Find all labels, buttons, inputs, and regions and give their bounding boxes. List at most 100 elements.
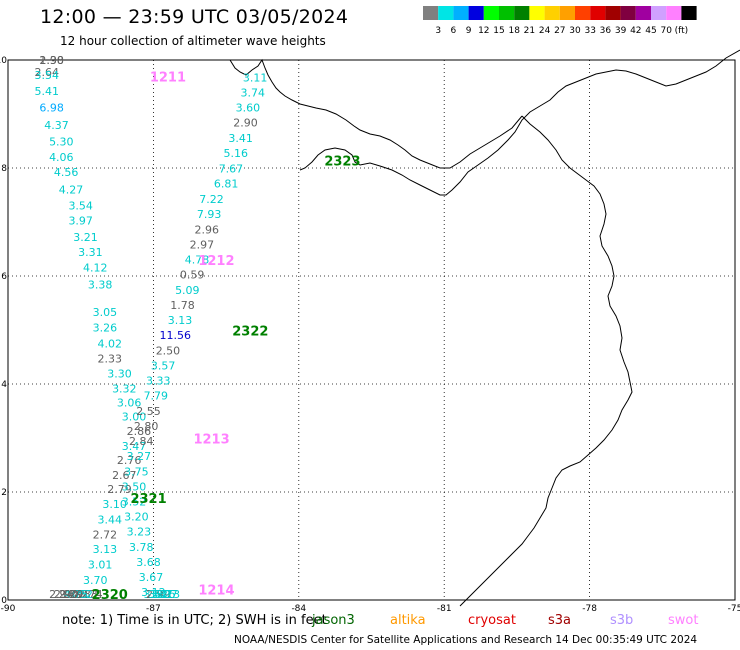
x-tick-label: -81 [437,604,452,614]
swh-value: 3.13 [156,588,181,601]
scale-swatch [544,6,560,20]
swh-value: 3.21 [73,231,98,244]
map-frame [7,59,736,601]
swh-value: 3.52 [68,588,93,601]
swh-value: 3.05 [93,306,118,319]
swh-value: 3.54 [35,69,60,82]
track-number: 1214 [198,584,234,599]
coastline-north [299,49,740,196]
x-tick-label: -78 [582,604,597,614]
scale-label: 3 [435,26,441,36]
swh-value: 4.37 [44,119,69,132]
swh-value: 2.83 [73,588,98,601]
swh-value: 2.79 [107,483,132,496]
swh-value: 3.13 [93,543,118,556]
satellite-s3b: s3b [610,613,634,628]
swh-value: 3.52 [122,496,147,509]
scale-label: 39 [615,26,627,36]
swh-value: 3.33 [146,375,171,388]
swh-value: 5.16 [224,147,249,160]
swh-value: 3.54 [68,200,93,213]
swh-value: 7.67 [219,162,244,175]
swh-value: 6.98 [39,101,64,114]
swh-value: 3.70 [83,574,108,587]
scale-swatch [575,6,591,20]
swh-value: 3.23 [127,526,152,539]
scale-label: 18 [508,26,520,36]
coastline-central [229,58,523,169]
swh-value: 3.97 [68,215,93,228]
swh-value: 3.52 [144,588,169,601]
y-tick-label: 8 [1,164,7,174]
swh-value: 3.74 [241,87,266,100]
swh-value: 4.12 [83,262,108,275]
swh-value: 0.59 [180,269,205,282]
swh-value: 3.31 [78,246,103,259]
swh-value: 3.44 [98,513,123,526]
swh-value: 3.68 [136,556,161,569]
scale-swatch [635,6,651,20]
satellite-cryosat: cryosat [468,613,516,628]
track-number: 1211 [150,71,186,86]
swh-value: 3.16 [151,588,176,601]
scale-label: 12 [478,26,489,36]
track-number: 2320 [92,588,128,603]
swh-value: 3.12 [141,586,166,599]
satellite-altika: altika [390,613,426,628]
y-tick-label: 2 [1,488,7,498]
swh-value: 3.38 [88,278,113,291]
swh-value: 2.99 [146,588,171,601]
x-tick-label: -84 [291,604,306,614]
footnote: note: 1) Time is in UTC; 2) SWH is in fe… [62,613,327,628]
coastline [229,49,740,607]
swh-value: 3.11 [243,72,268,85]
track-number: 1212 [198,254,234,269]
scale-swatch [605,6,621,20]
swh-value: 4.27 [59,183,84,196]
credit-line: NOAA/NESDIS Center for Satellite Applica… [234,634,698,646]
y-tick-label: 0 [1,596,7,606]
swh-value: 4.56 [54,166,79,179]
scale-label: 33 [584,26,595,36]
swh-value: 1.78 [170,299,195,312]
map-subtitle: 12 hour collection of altimeter wave hei… [60,34,326,48]
swh-value: 2.80 [134,420,159,433]
swh-value: 5.09 [175,284,200,297]
x-tick-label: -90 [1,604,16,614]
swh-value: 7.22 [199,193,224,206]
x-tick-label: -75 [728,604,740,614]
scale-label: 30 [569,26,581,36]
scale-swatch [529,6,545,20]
swh-value: 2.38 [39,54,64,67]
swh-value: 2.96 [194,223,219,236]
swh-value: 2.67 [112,469,137,482]
swh-value: 3.20 [124,511,149,524]
swh-value: 3.78 [129,541,154,554]
track-number: 1213 [193,432,229,447]
scale-label: 15 [493,26,504,36]
swh-value: 2.72 [93,528,118,541]
axis-tick-labels: -90 -87 -84 -81 -78 -75 0 2 4 6 8 10 [0,56,740,614]
satellite-swot: swot [668,613,699,628]
track-number: 2323 [324,154,360,169]
swh-value: 2.29 [59,588,84,601]
scale-swatch [620,6,636,20]
scale-swatch [483,6,499,20]
swh-value: 3.27 [127,450,152,463]
x-tick-label: -87 [146,604,161,614]
swh-value: 2.50 [156,344,181,357]
y-tick-label: 6 [1,272,7,282]
scale-label: 24 [539,26,551,36]
swh-value: 3.27 [153,588,178,601]
scale-label: 6 [451,26,457,36]
track-number: 2321 [130,492,166,507]
swh-value: 11.56 [159,329,191,342]
swh-value: 4.06 [49,151,74,164]
swh-value: 2.33 [98,352,123,365]
swh-value: 2.82 [64,588,89,601]
swh-value: 1.90 [39,54,64,67]
scale-label: 36 [600,26,612,36]
wave-height-color-scale: 3 6 9 12 15 18 21 24 27 30 33 36 39 42 45 70 (ft) [423,6,697,36]
scale-swatch [590,6,606,20]
